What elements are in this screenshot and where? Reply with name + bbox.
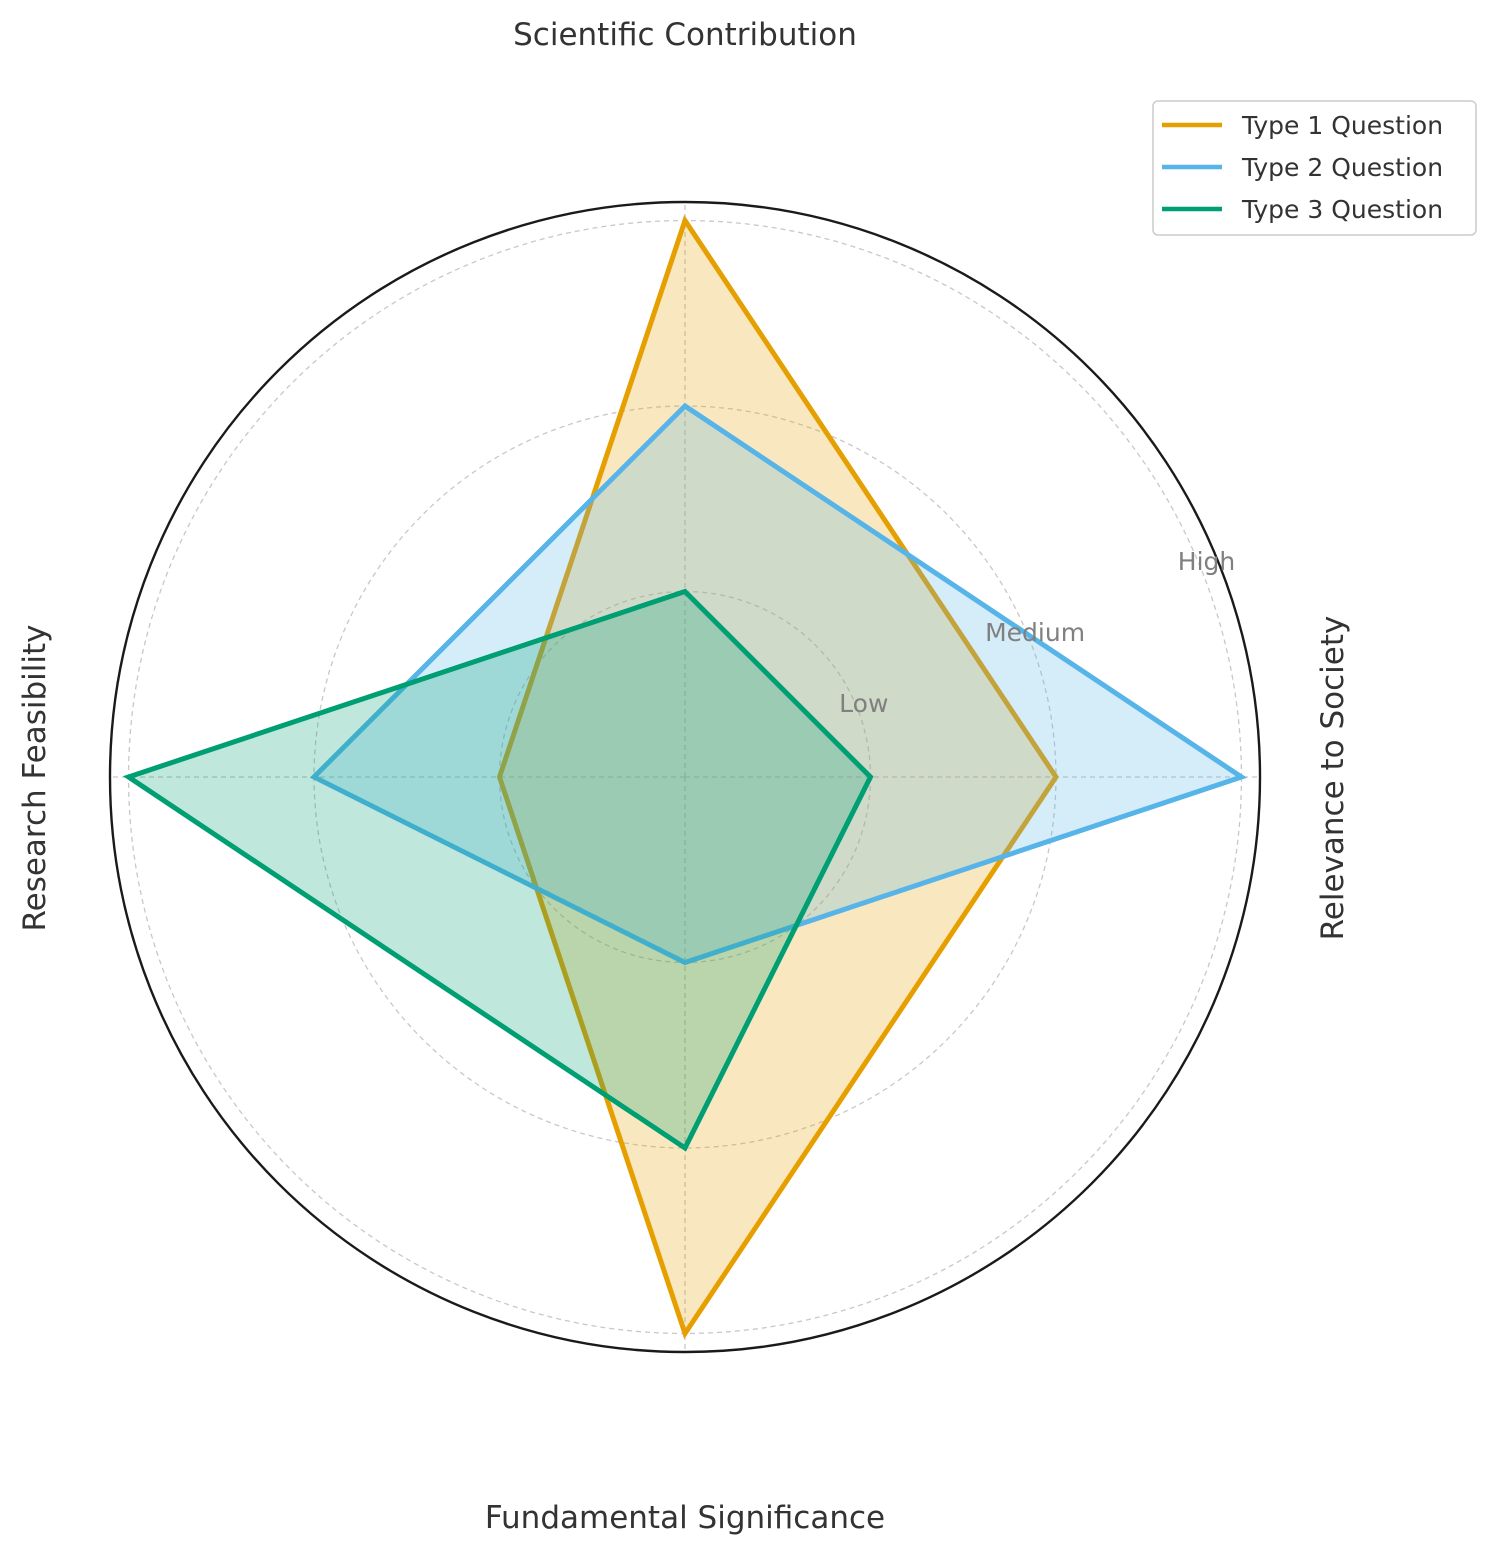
axis-label-relevance-to-society: Relevance to Society: [1315, 616, 1351, 941]
legend-label-type-1: Type 1 Question: [1241, 111, 1443, 140]
series-layer: [122, 214, 1248, 1340]
level-label-high: High: [1178, 547, 1235, 576]
legend-box: [1152, 100, 1477, 236]
level-labels: Low Medium High: [839, 547, 1235, 718]
legend-label-type-2: Type 2 Question: [1241, 153, 1443, 182]
axis-label-research-feasibility: Research Feasibility: [17, 624, 53, 931]
series-fill-type-1: [499, 220, 1056, 1334]
axis-label-scientific-contribution: Scientific Contribution: [513, 17, 857, 53]
legend: Type 1 Question Type 2 Question Type 3 Q…: [1152, 100, 1477, 236]
axis-label-fundamental-significance: Fundamental Significance: [485, 1500, 885, 1536]
level-label-low: Low: [839, 689, 888, 718]
series-fill-type-3: [128, 591, 871, 1148]
outer-frame: [108, 200, 1262, 1354]
level-label-medium: Medium: [985, 618, 1085, 647]
legend-label-type-3: Type 3 Question: [1241, 195, 1443, 224]
